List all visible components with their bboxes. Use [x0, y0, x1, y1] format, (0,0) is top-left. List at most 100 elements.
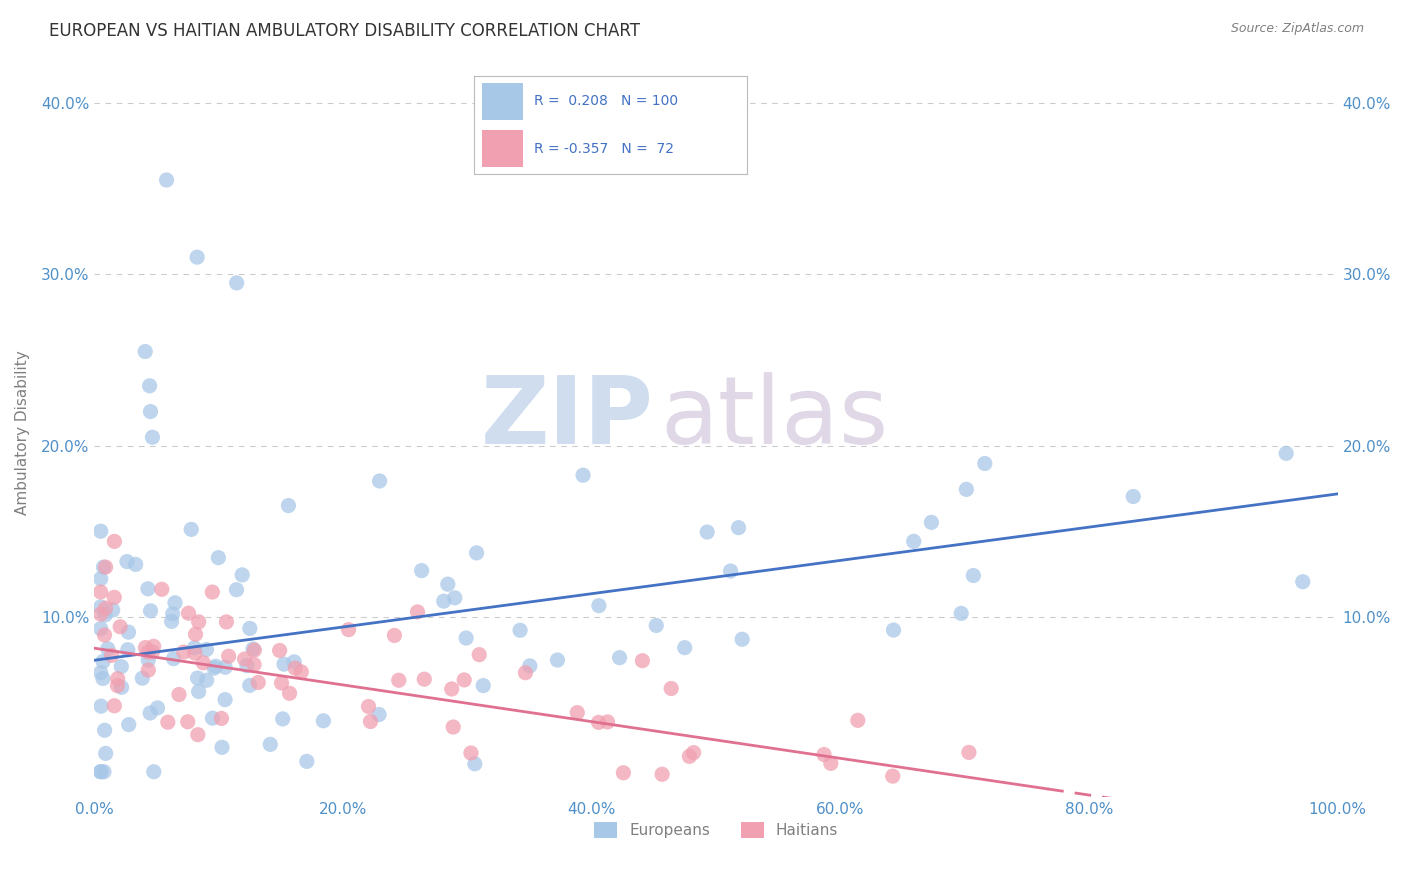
Point [1292, 574, 1315, 589]
Point [103, 591, 125, 605]
Y-axis label: Ambulatory Disability: Ambulatory Disability [15, 351, 30, 516]
Point [312, 714, 335, 728]
Point [117, 642, 139, 657]
Point [440, 681, 463, 696]
Point [156, 715, 179, 730]
Point [117, 625, 139, 640]
Point [187, 684, 209, 698]
Point [195, 673, 218, 688]
Text: ZIP: ZIP [481, 372, 654, 465]
Point [202, 661, 225, 675]
Point [596, 714, 619, 729]
Point [731, 632, 754, 647]
Point [93, 560, 115, 574]
Point [139, 706, 162, 720]
Point [142, 640, 165, 654]
Point [645, 618, 668, 632]
Point [108, 620, 131, 634]
Point [284, 661, 307, 675]
Point [94, 560, 117, 574]
Point [218, 649, 240, 664]
Point [103, 534, 125, 549]
Point [903, 534, 925, 549]
Point [572, 468, 595, 483]
Point [177, 714, 200, 729]
Point [90, 585, 112, 599]
Point [193, 656, 215, 670]
Point [139, 604, 162, 618]
Point [204, 659, 226, 673]
Text: Source: ZipAtlas.com: Source: ZipAtlas.com [1230, 22, 1364, 36]
Point [136, 663, 159, 677]
Point [134, 344, 156, 359]
Point [269, 643, 291, 657]
Point [413, 672, 436, 686]
Point [465, 546, 488, 560]
Point [1160, 832, 1182, 847]
Point [720, 564, 742, 578]
Point [90, 622, 112, 636]
Point [97, 641, 120, 656]
Point [110, 681, 132, 695]
Point [195, 642, 218, 657]
Text: atlas: atlas [659, 372, 889, 465]
Point [187, 728, 209, 742]
Point [211, 740, 233, 755]
Point [138, 379, 160, 393]
Point [882, 769, 904, 783]
Point [239, 622, 262, 636]
Point [588, 715, 610, 730]
Point [259, 737, 281, 751]
Point [90, 699, 112, 714]
Point [813, 747, 835, 762]
Point [464, 756, 486, 771]
Point [93, 628, 115, 642]
Point [696, 524, 718, 539]
Point [139, 404, 162, 418]
Point [277, 499, 299, 513]
Point [150, 582, 173, 597]
Point [107, 679, 129, 693]
Point [201, 711, 224, 725]
Point [110, 659, 132, 673]
Point [360, 714, 382, 729]
Point [242, 642, 264, 657]
Point [631, 654, 654, 668]
Point [612, 765, 634, 780]
Point [91, 654, 114, 668]
Point [682, 746, 704, 760]
Point [215, 615, 238, 629]
Point [546, 653, 568, 667]
Point [239, 678, 262, 692]
Point [201, 585, 224, 599]
Point [214, 660, 236, 674]
Point [115, 555, 138, 569]
Point [214, 692, 236, 706]
Point [225, 276, 247, 290]
Point [131, 671, 153, 685]
Point [411, 564, 433, 578]
Point [247, 675, 270, 690]
Point [180, 522, 202, 536]
Point [136, 645, 159, 659]
Point [443, 591, 465, 605]
Point [233, 652, 256, 666]
Point [225, 582, 247, 597]
Point [953, 819, 976, 833]
Text: EUROPEAN VS HAITIAN AMBULATORY DISABILITY CORRELATION CHART: EUROPEAN VS HAITIAN AMBULATORY DISABILIT… [49, 22, 640, 40]
Point [146, 701, 169, 715]
Point [184, 627, 207, 641]
Point [142, 764, 165, 779]
Point [468, 648, 491, 662]
Point [1109, 805, 1132, 819]
Point [957, 745, 980, 759]
Point [270, 676, 292, 690]
Point [727, 521, 749, 535]
Point [453, 673, 475, 687]
Point [659, 681, 682, 696]
Point [187, 615, 209, 629]
Point [90, 764, 112, 779]
Point [271, 712, 294, 726]
Point [472, 679, 495, 693]
Point [243, 643, 266, 657]
